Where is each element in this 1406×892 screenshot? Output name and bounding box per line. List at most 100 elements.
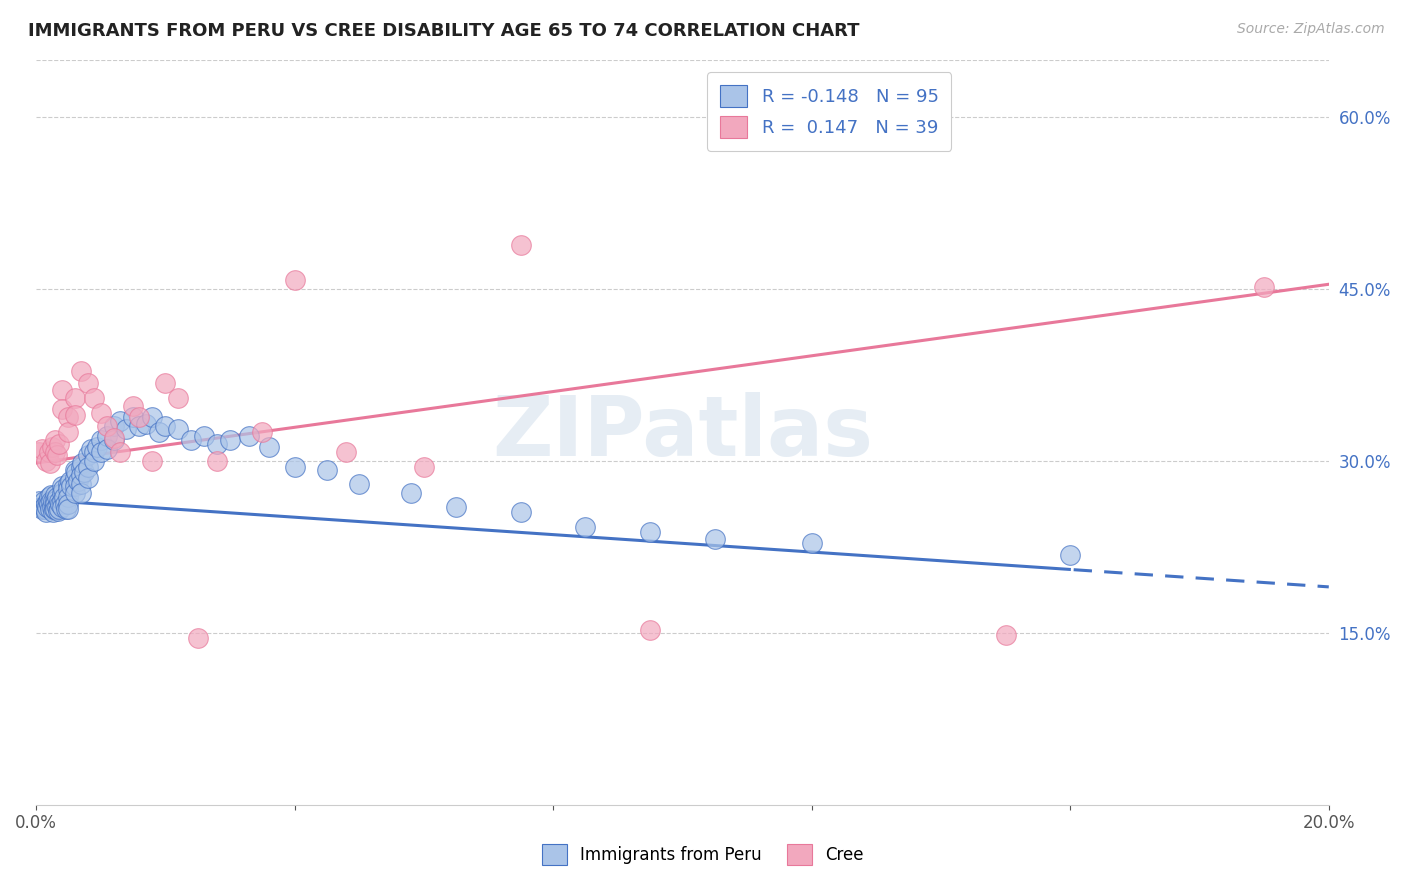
Point [41,500,63,514]
Point [205,454,228,468]
Point [250,425,273,439]
Point [44,497,66,511]
Point [44,502,66,516]
Point [80,442,103,457]
Point [70,467,93,482]
Point [83,444,105,458]
Point [38,444,60,458]
Point [122,399,145,413]
Point [48,494,70,508]
Point [994,628,1017,642]
Point [238,428,260,442]
Point [141,410,163,425]
Point [51,500,73,514]
Point [58,497,80,511]
Point [38,491,60,505]
Point [76,376,98,390]
Text: Source: ZipAtlas.com: Source: ZipAtlas.com [1237,22,1385,37]
Point [34,502,56,516]
Point [96,419,118,434]
Point [31,442,53,457]
Point [41,494,63,508]
Point [1253,279,1275,293]
Point [76,448,98,462]
Point [46,504,69,518]
Point [135,417,157,431]
Point [35,505,58,519]
Point [52,483,75,497]
Point [58,425,80,439]
Point [1059,548,1081,562]
Point [90,433,112,447]
Point [205,436,228,450]
Point [38,497,60,511]
Point [45,491,67,505]
Point [42,505,65,519]
Point [122,410,145,425]
Point [39,488,62,502]
Point [37,494,59,508]
Point [167,391,190,405]
Point [31,502,53,516]
Point [34,500,56,514]
Point [509,505,531,519]
Point [39,456,62,470]
Point [193,428,215,442]
Point [58,476,80,491]
Point [63,463,86,477]
Point [72,456,94,470]
Point [63,391,86,405]
Point [44,488,66,502]
Point [58,483,80,497]
Point [39,502,62,516]
Point [800,115,823,129]
Point [103,431,125,445]
Point [42,502,65,516]
Point [257,440,280,454]
Legend: R = -0.148   N = 95, R =  0.147   N = 39: R = -0.148 N = 95, R = 0.147 N = 39 [707,72,952,151]
Point [58,491,80,505]
Point [180,433,202,447]
Point [90,444,112,458]
Point [141,454,163,468]
Point [63,408,86,422]
Point [70,486,93,500]
Point [53,497,76,511]
Point [90,406,112,420]
Point [51,402,73,417]
Point [155,419,177,434]
Point [63,486,86,500]
Point [186,632,208,646]
Point [41,440,63,454]
Point [108,414,131,428]
Point [283,273,305,287]
Point [96,428,118,442]
Point [283,459,305,474]
Point [218,433,240,447]
Point [32,494,55,508]
Point [103,433,125,447]
Point [574,520,596,534]
Point [83,391,105,405]
Point [70,476,93,491]
Point [51,383,73,397]
Point [444,500,467,514]
Point [35,500,58,514]
Text: ZIPatlas: ZIPatlas [492,392,873,473]
Point [44,494,66,508]
Point [70,364,93,378]
Point [51,486,73,500]
Point [128,410,150,425]
Point [48,502,70,516]
Point [28,444,51,458]
Point [58,502,80,516]
Point [509,238,531,252]
Point [76,471,98,485]
Point [70,459,93,474]
Point [34,497,56,511]
Point [638,524,661,539]
Point [34,454,56,468]
Point [53,491,76,505]
Point [66,475,89,489]
Text: IMMIGRANTS FROM PERU VS CREE DISABILITY AGE 65 TO 74 CORRELATION CHART: IMMIGRANTS FROM PERU VS CREE DISABILITY … [28,22,859,40]
